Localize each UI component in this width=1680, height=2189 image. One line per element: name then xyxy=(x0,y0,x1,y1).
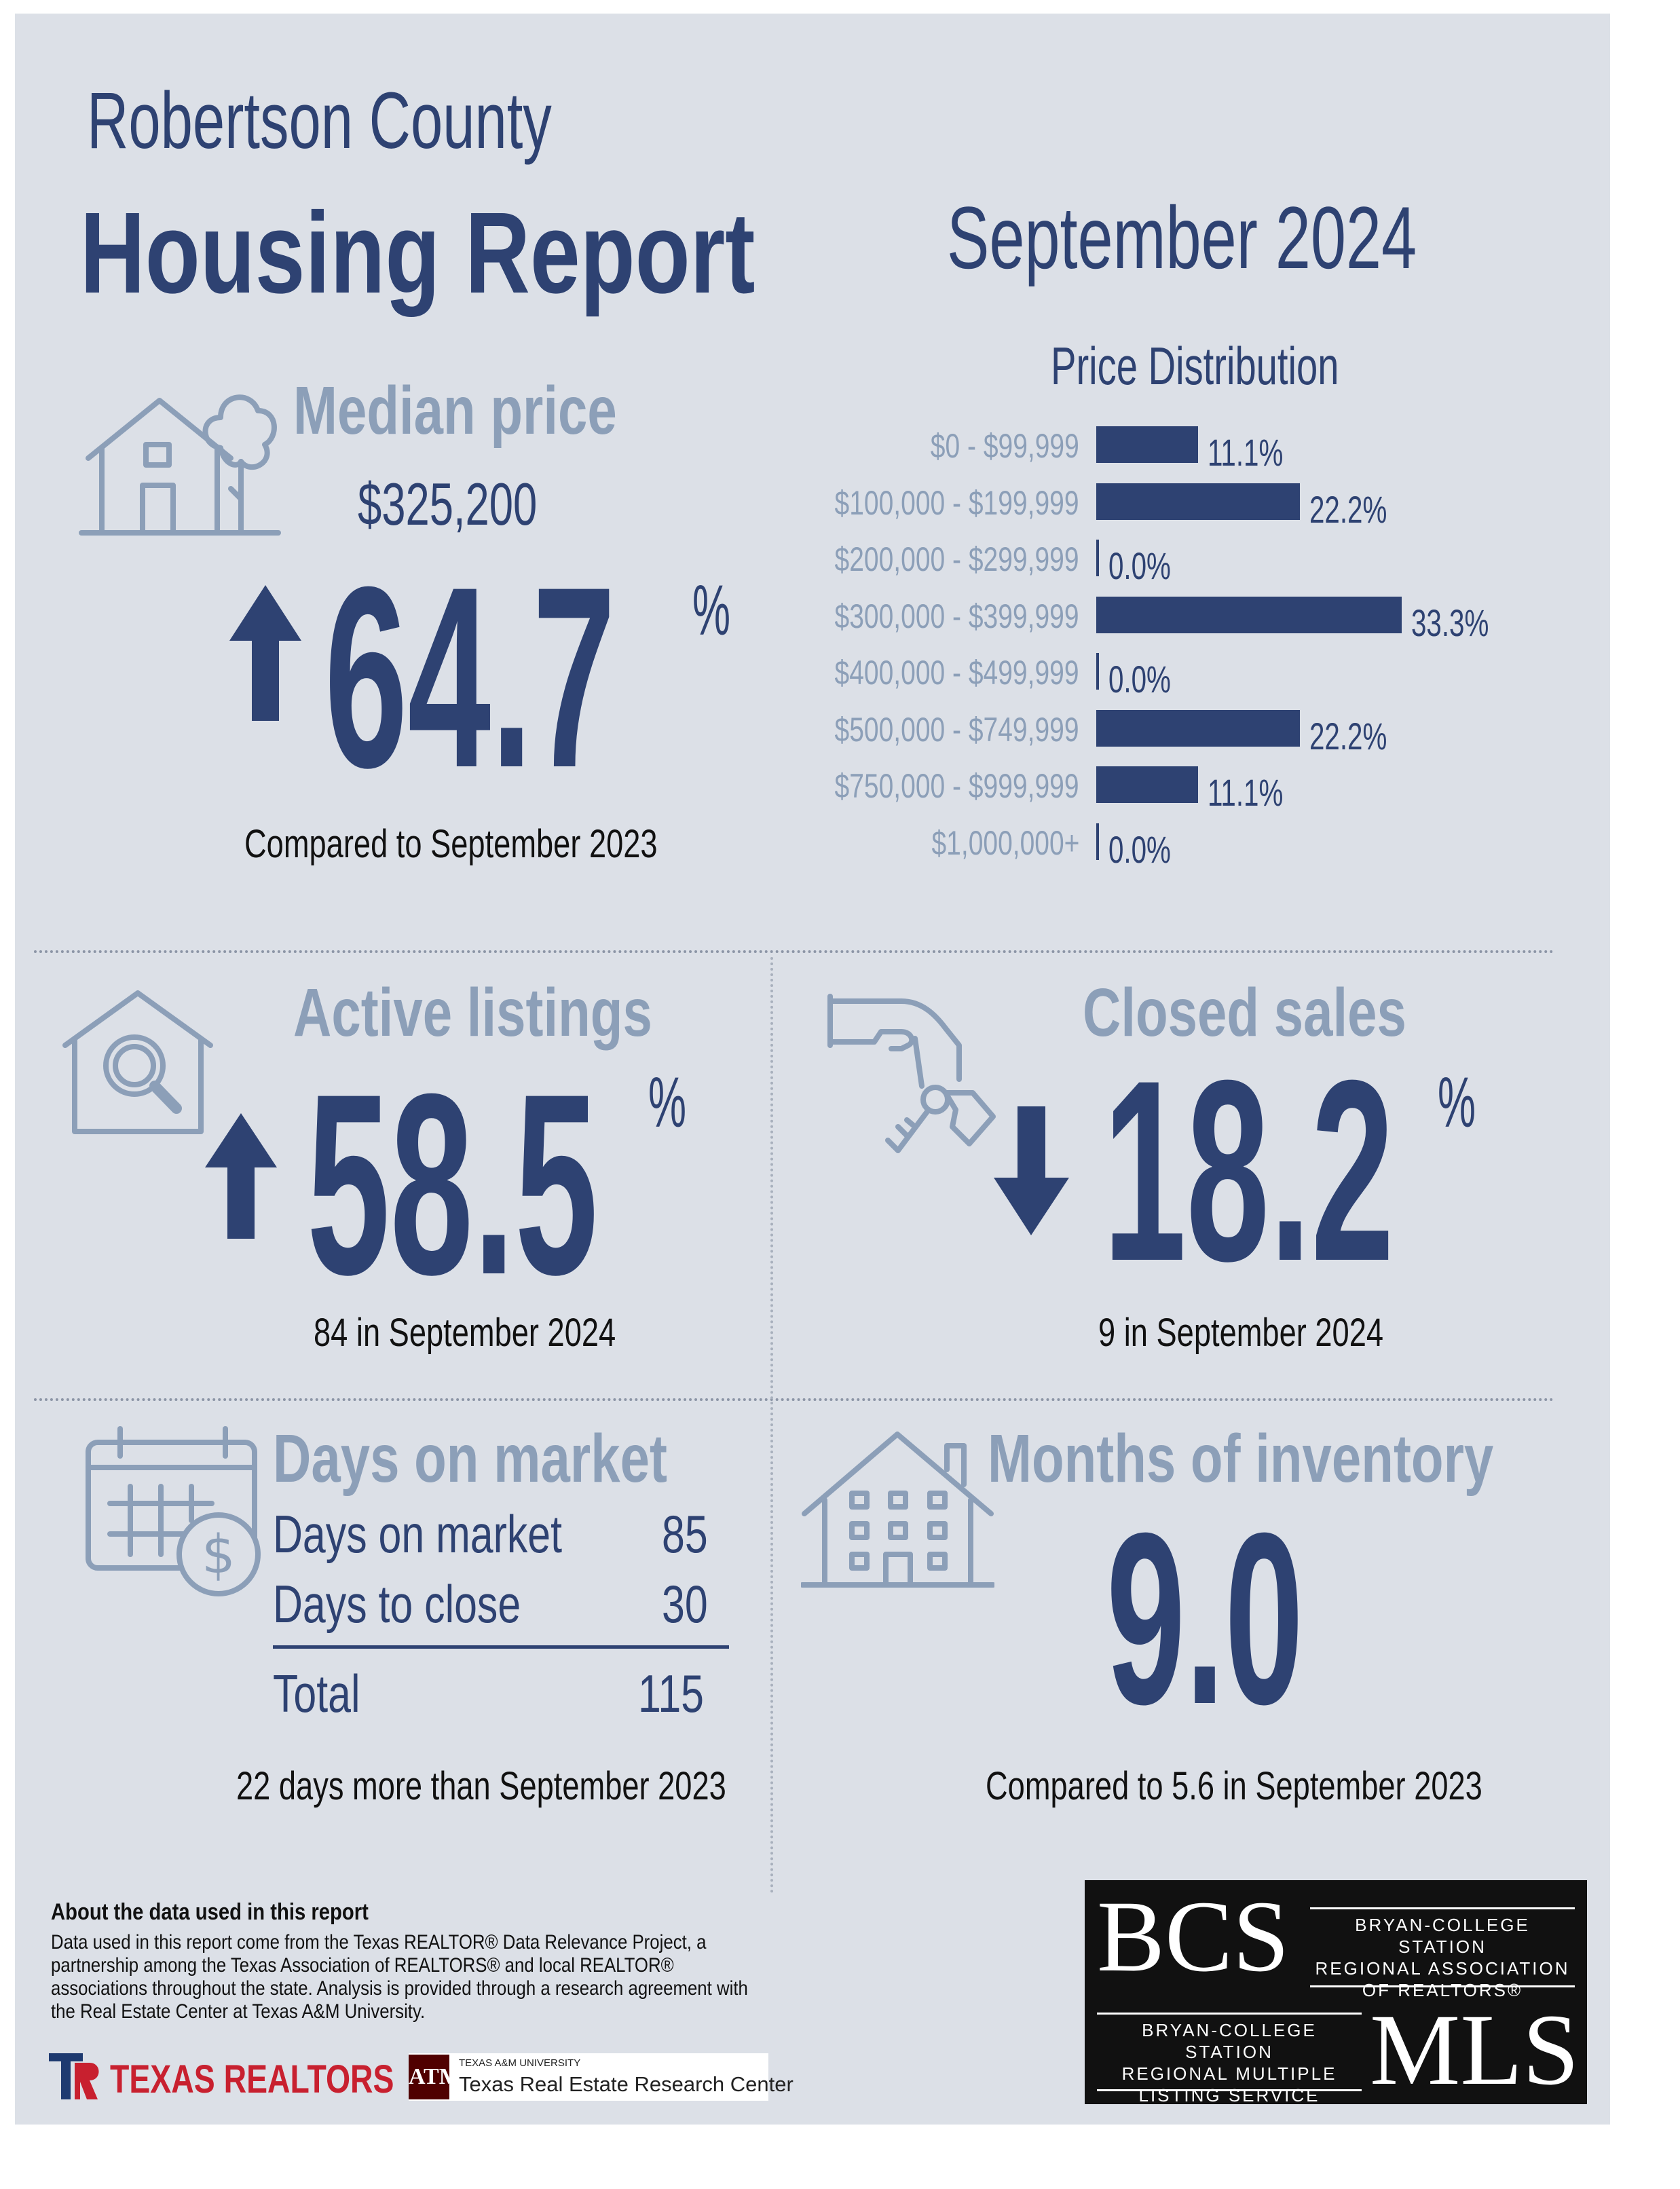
calendar-dollar-icon: $ xyxy=(86,1426,261,1596)
divider-horizontal-middle xyxy=(34,1398,1554,1401)
days-on-market-title: Days on market xyxy=(273,1421,667,1497)
price-row: $300,000 - $399,999 33.3% xyxy=(787,591,1534,644)
bcs-rule-bottom xyxy=(1310,1985,1575,1987)
price-row: $500,000 - $749,999 22.2% xyxy=(787,705,1534,757)
divider-horizontal-top xyxy=(34,950,1554,953)
mls-rule-bottom xyxy=(1097,2089,1362,2091)
price-bar xyxy=(1096,709,1300,747)
svg-text:$: $ xyxy=(202,1524,236,1586)
total-value: 115 xyxy=(638,1664,705,1723)
closed-sales-change: 18.2 xyxy=(1103,1026,1394,1315)
median-price-value: $325,200 xyxy=(358,470,538,538)
about-body: Data used in this report come from the T… xyxy=(51,1931,748,2023)
price-bar xyxy=(1096,596,1402,633)
price-range-label: $100,000 - $199,999 xyxy=(835,483,1079,522)
mls-logo-text: MLS xyxy=(1370,1994,1580,2106)
months-inventory-value: 9.0 xyxy=(1106,1482,1304,1755)
median-price-percent-sign: % xyxy=(692,571,731,650)
closed-sales-percent-sign: % xyxy=(1438,1063,1476,1142)
days-to-close-label: Days to close xyxy=(273,1574,521,1634)
price-bar xyxy=(1096,540,1099,576)
active-listings-percent-sign: % xyxy=(648,1063,687,1142)
dom-row-label: Days on market xyxy=(273,1504,563,1564)
price-range-label: $300,000 - $399,999 xyxy=(835,597,1079,635)
price-percent-label: 11.1% xyxy=(1208,771,1284,814)
price-bar xyxy=(1096,653,1099,690)
bcs-assoc-line-1: BRYAN-COLLEGE STATION xyxy=(1355,1915,1530,1957)
texas-realtors-logo-mark xyxy=(49,2053,99,2099)
price-bar xyxy=(1096,823,1099,860)
about-title: About the data used in this report xyxy=(51,1899,369,1925)
bcs-mls-logo: BCS BRYAN-COLLEGE STATION REGIONAL ASSOC… xyxy=(1085,1880,1587,2106)
closed-sales-title: Closed sales xyxy=(1083,975,1406,1051)
mls-service-name: BRYAN-COLLEGE STATION REGIONAL MULTIPLE … xyxy=(1097,2019,1362,2106)
price-row: $200,000 - $299,999 0.0% xyxy=(787,534,1534,587)
price-row: $750,000 - $999,999 11.1% xyxy=(787,761,1534,814)
price-percent-label: 11.1% xyxy=(1208,431,1284,474)
total-label: Total xyxy=(273,1664,360,1723)
price-distribution-title: Price Distribution xyxy=(1051,336,1339,396)
county-name: Robertson County xyxy=(87,76,552,166)
active-listings-caption: 84 in September 2024 xyxy=(314,1311,616,1355)
active-listings-title: Active listings xyxy=(293,975,652,1051)
tamu-center-name: Texas Real Estate Research Center xyxy=(459,2072,794,2096)
median-price-title: Median price xyxy=(293,373,617,449)
months-inventory-caption: Compared to 5.6 in September 2023 xyxy=(986,1764,1482,1808)
arrow-up-icon xyxy=(205,1113,277,1239)
price-range-label: $400,000 - $499,999 xyxy=(835,654,1079,692)
days-on-market-caption: 22 days more than September 2023 xyxy=(236,1764,726,1808)
hand-key-icon xyxy=(827,994,996,1153)
price-range-label: $0 - $99,999 xyxy=(930,427,1079,465)
mls-rule-top xyxy=(1097,2013,1362,2015)
total-divider xyxy=(273,1645,729,1649)
tamu-logo: ATM TEXAS A&M UNIVERSITY Texas Real Esta… xyxy=(409,2053,794,2101)
price-row: $400,000 - $499,999 0.0% xyxy=(787,648,1534,700)
apartment-building-icon xyxy=(801,1432,994,1588)
house-search-icon xyxy=(62,990,213,1134)
tamu-atm-icon: ATM xyxy=(409,2055,461,2099)
dom-row-value: 85 xyxy=(662,1504,708,1564)
price-bar xyxy=(1096,426,1198,463)
mls-line-2: REGIONAL MULTIPLE xyxy=(1121,2063,1337,2084)
median-price-caption: Compared to September 2023 xyxy=(244,822,658,866)
price-row: $1,000,000+ 0.0% xyxy=(787,818,1534,871)
divider-vertical xyxy=(770,957,773,1894)
arrow-up-icon xyxy=(229,585,301,721)
price-percent-label: 33.3% xyxy=(1411,601,1489,644)
price-bar xyxy=(1096,483,1300,520)
price-bar xyxy=(1096,766,1198,803)
tamu-university-name: TEXAS A&M UNIVERSITY xyxy=(459,2057,581,2069)
bcs-rule-top xyxy=(1310,1907,1575,1909)
report-title: Housing Report xyxy=(80,189,755,318)
closed-sales-caption: 9 in September 2024 xyxy=(1098,1311,1384,1355)
price-range-label: $750,000 - $999,999 xyxy=(835,767,1079,805)
price-range-label: $1,000,000+ xyxy=(931,823,1079,862)
price-percent-label: 0.0% xyxy=(1108,827,1171,871)
price-range-label: $500,000 - $749,999 xyxy=(835,710,1079,749)
mls-line-3: LISTING SERVICE xyxy=(1138,2085,1320,2106)
price-percent-label: 0.0% xyxy=(1108,544,1171,587)
months-inventory-title: Months of inventory xyxy=(988,1421,1494,1497)
bcs-association-name: BRYAN-COLLEGE STATION REGIONAL ASSOCIATI… xyxy=(1310,1914,1575,2001)
days-to-close-value: 30 xyxy=(662,1574,708,1634)
bcs-assoc-line-2: REGIONAL ASSOCIATION xyxy=(1315,1958,1570,1979)
bcs-assoc-line-3: OF REALTORS® xyxy=(1362,1980,1523,2000)
price-percent-label: 22.2% xyxy=(1309,714,1387,757)
active-listings-change: 58.5 xyxy=(307,1040,598,1328)
bcs-logo-text: BCS xyxy=(1097,1880,1290,1993)
price-percent-label: 22.2% xyxy=(1309,487,1387,531)
mls-line-1: BRYAN-COLLEGE STATION xyxy=(1142,2020,1317,2062)
report-sheet xyxy=(15,14,1610,2125)
price-row: $100,000 - $199,999 22.2% xyxy=(787,478,1534,531)
price-row: $0 - $99,999 11.1% xyxy=(787,421,1534,474)
price-range-label: $200,000 - $299,999 xyxy=(835,540,1079,578)
price-percent-label: 0.0% xyxy=(1108,658,1171,700)
texas-realtors-logo-text: TEXAS REALTORS xyxy=(110,2057,394,2101)
median-price-change: 64.7 xyxy=(324,533,616,821)
house-tree-icon xyxy=(79,394,281,536)
arrow-down-icon xyxy=(994,1106,1069,1235)
report-month: September 2024 xyxy=(947,188,1417,287)
